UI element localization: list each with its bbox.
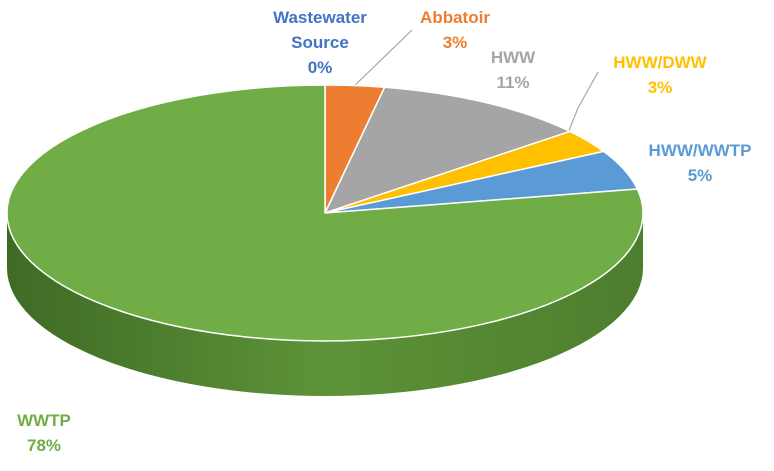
category-label: WWTP [17, 411, 71, 430]
category-label: HWW/DWW [613, 53, 707, 72]
category-label: Abbatoir [420, 8, 490, 27]
pie-side [7, 213, 643, 396]
data-label: WWTP 78% [0, 408, 88, 458]
value-label: 3% [647, 78, 673, 97]
value-label: 0% [307, 58, 333, 77]
data-label: HWW/DWW 3% [600, 50, 720, 100]
value-label: 5% [687, 166, 713, 185]
data-label: HWW 11% [460, 45, 566, 95]
pie-slice [6, 84, 644, 342]
value-label: 78% [26, 436, 62, 455]
category-label: HWW/WWTP [648, 141, 752, 160]
leader-line [349, 29, 413, 91]
value-label: 3% [442, 33, 468, 52]
data-label: Abbatoir 3% [400, 5, 510, 55]
category-label: Wastewater Source [273, 8, 367, 52]
leader-line [565, 71, 599, 139]
data-label: Wastewater Source 0% [265, 5, 375, 80]
data-label: HWW/WWTP 5% [625, 138, 774, 188]
value-label: 11% [496, 73, 530, 92]
pie-slice [324, 86, 571, 214]
category-label: HWW [490, 48, 536, 67]
